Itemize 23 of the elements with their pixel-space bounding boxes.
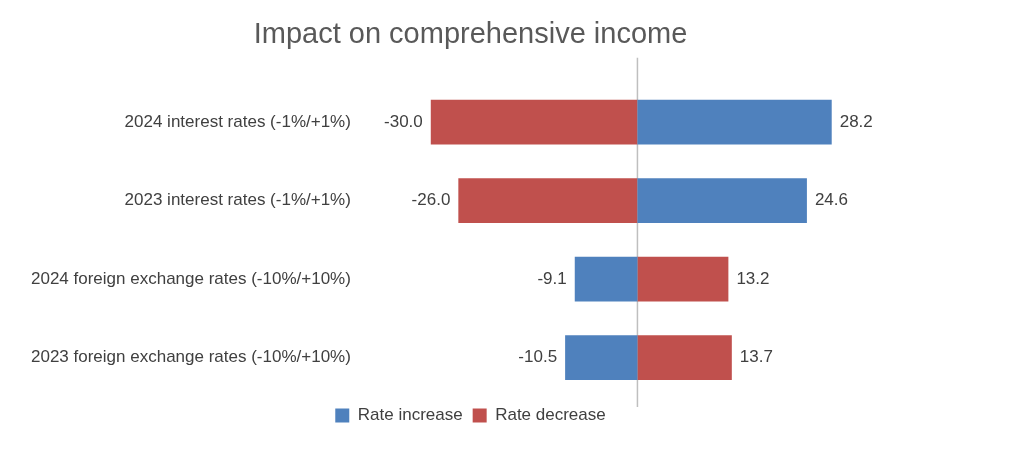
- y-tick-label: 2024 foreign exchange rates (-10%/+10%): [30, 268, 351, 288]
- legend-label: Rate increase: [357, 405, 463, 425]
- bar: [430, 99, 638, 145]
- data-label: -26.0: [411, 190, 451, 210]
- data-label: -9.1: [537, 268, 567, 288]
- y-tick-label: 2023 interest rates (-1%/+1%): [124, 190, 351, 210]
- y-tick-label: 2024 interest rates (-1%/+1%): [124, 111, 351, 131]
- bar: [574, 256, 638, 302]
- data-label: -30.0: [384, 111, 423, 131]
- data-label: 13.7: [739, 347, 773, 367]
- legend-label: Rate decrease: [495, 405, 606, 425]
- data-label: 24.6: [814, 190, 849, 210]
- y-tick-label: 2023 foreign exchange rates (-10%/+10%): [30, 347, 351, 367]
- bar: [637, 99, 832, 145]
- bar: [458, 178, 638, 224]
- bar: [637, 178, 807, 224]
- data-label: 13.2: [736, 268, 770, 288]
- chart-title: Impact on comprehensive income: [253, 17, 688, 50]
- bar: [565, 335, 638, 381]
- data-label: 28.2: [839, 111, 873, 131]
- bar: [637, 335, 732, 381]
- data-label: -10.5: [518, 347, 558, 367]
- bar: [637, 256, 729, 302]
